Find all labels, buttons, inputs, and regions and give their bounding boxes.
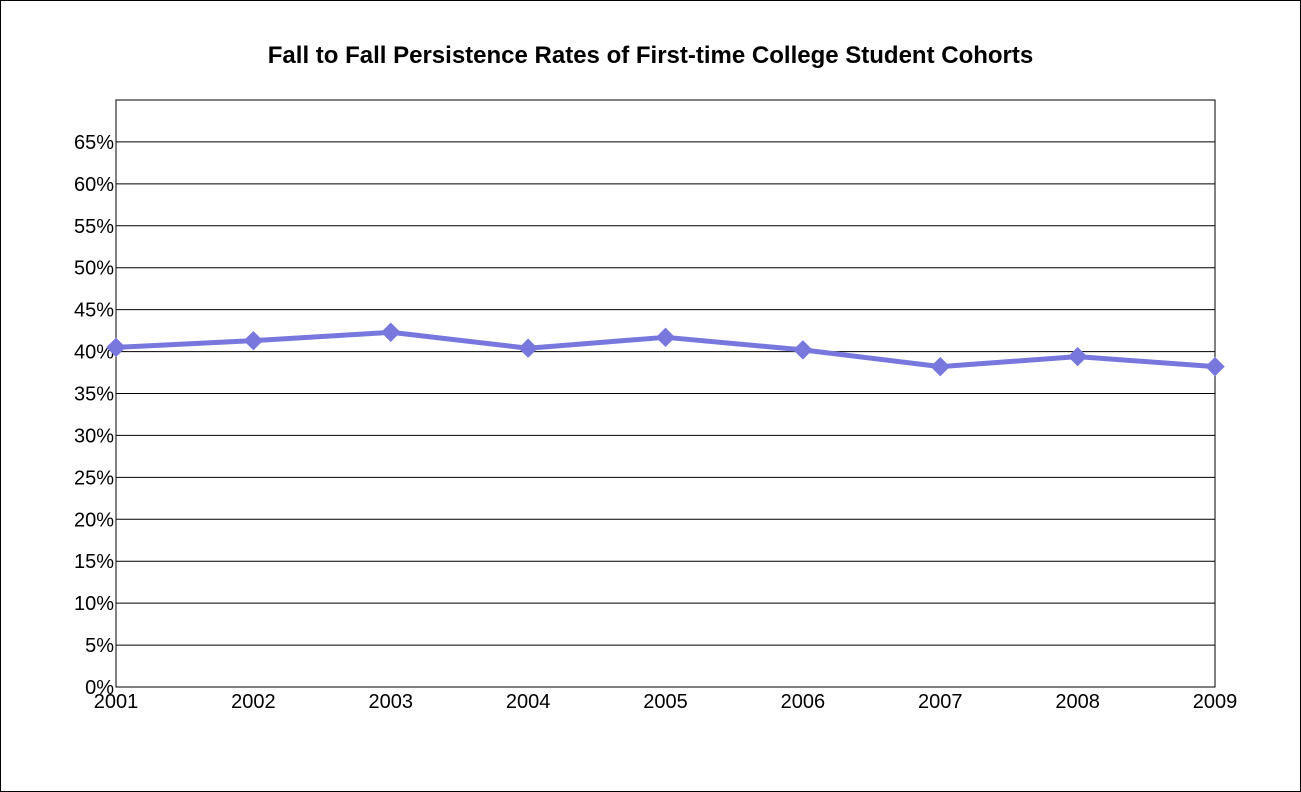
data-point <box>381 322 401 342</box>
y-tick-label: 20% <box>74 509 114 531</box>
y-tick-label: 25% <box>74 467 114 489</box>
gridlines <box>116 141 1215 688</box>
series-layer <box>106 322 1225 377</box>
x-tick-label: 2006 <box>781 691 826 713</box>
y-tick-label: 5% <box>85 635 114 657</box>
x-tick-label: 2002 <box>231 691 276 713</box>
data-point <box>1067 346 1088 367</box>
y-tick-label: 65% <box>74 132 114 154</box>
y-tick-label: 10% <box>74 593 114 615</box>
data-point <box>106 337 126 358</box>
data-point <box>793 340 813 360</box>
x-tick-label: 2007 <box>918 691 963 713</box>
x-tick-label: 2004 <box>506 691 551 713</box>
x-tick-label: 2008 <box>1055 691 1100 713</box>
x-tick-label: 2003 <box>369 691 414 713</box>
y-tick-label: 50% <box>74 258 114 280</box>
y-tick-label: 40% <box>74 342 114 364</box>
x-tick-label: 2005 <box>643 691 688 713</box>
chart-title: Fall to Fall Persistence Rates of First-… <box>267 42 1034 69</box>
plot-area-border <box>115 99 1216 688</box>
y-axis-ticks: 0% 5% 10% 15% 20% 25% 30% 35% 40% 45% 50% 55% 60% 65% <box>74 132 114 699</box>
data-point <box>655 327 676 348</box>
y-tick-label: 55% <box>74 216 114 238</box>
x-axis-ticks: 2001 2002 2003 2004 2005 2006 2007 2008 2009 <box>94 691 1238 713</box>
y-tick-label: 45% <box>74 300 114 322</box>
data-point <box>243 330 264 351</box>
data-point <box>518 338 538 358</box>
x-tick-label: 2001 <box>94 691 139 713</box>
y-tick-label: 0% <box>85 677 114 699</box>
y-tick-label: 15% <box>74 551 114 573</box>
y-tick-label: 35% <box>74 384 114 406</box>
data-point <box>930 356 950 377</box>
y-tick-label: 60% <box>74 174 114 196</box>
y-tick-label: 30% <box>74 425 114 447</box>
data-point <box>1205 356 1225 377</box>
x-tick-label: 2009 <box>1193 691 1238 713</box>
